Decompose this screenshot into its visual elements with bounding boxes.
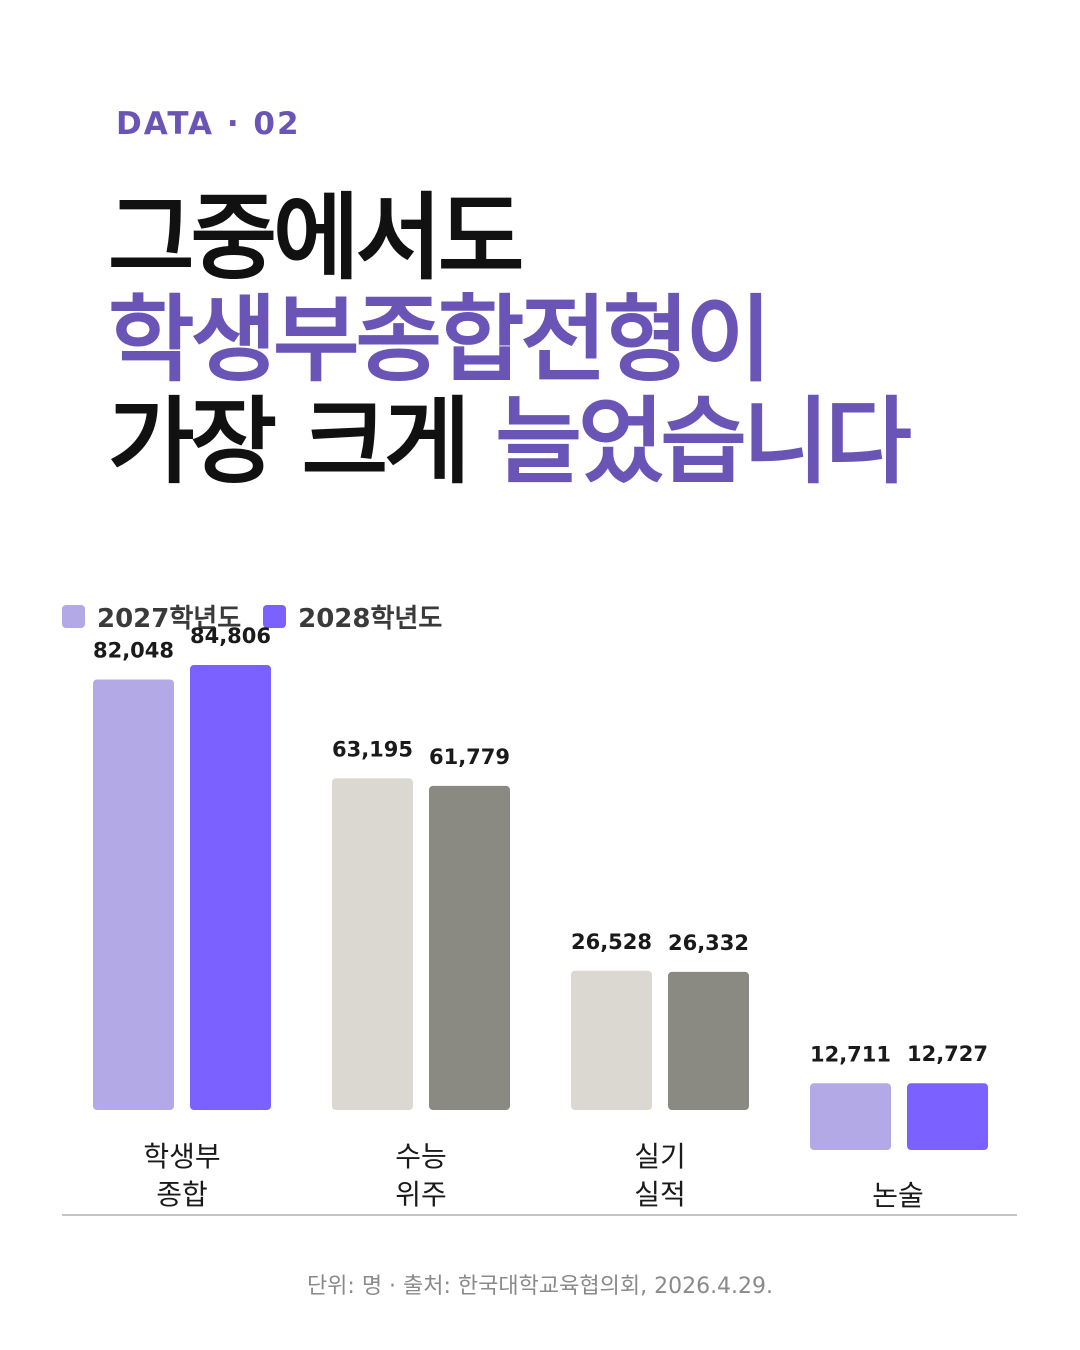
bar-1-series-1 bbox=[429, 785, 510, 1110]
bar-2-series-1 bbox=[668, 971, 749, 1110]
legend-item-2028: 2028학년도 bbox=[263, 598, 442, 635]
category-label-0-line-0: 학생부 bbox=[143, 1140, 220, 1173]
legend-item-2027: 2027학년도 bbox=[62, 598, 241, 635]
bar-2-series-0 bbox=[571, 970, 652, 1110]
value-label-1-series-1: 61,779 bbox=[429, 745, 510, 769]
bar-0-series-1 bbox=[190, 665, 271, 1110]
headline-line-2: 학생부종합전형이 bbox=[108, 286, 772, 395]
bar-3-series-1 bbox=[907, 1083, 988, 1150]
value-label-2-series-1: 26,332 bbox=[668, 931, 749, 955]
eyebrow-label: DATA · 02 bbox=[116, 106, 301, 142]
category-label-3-line-0: 논술 bbox=[872, 1179, 924, 1212]
value-label-2-series-0: 26,528 bbox=[571, 930, 652, 954]
bar-3-series-0 bbox=[810, 1083, 891, 1150]
legend-swatch-2027 bbox=[62, 605, 85, 628]
headline-line-3-accent: 늘었습니다 bbox=[495, 388, 911, 497]
value-label-3-series-1: 12,727 bbox=[907, 1042, 988, 1066]
value-label-1-series-0: 63,195 bbox=[332, 737, 413, 761]
category-label-1-line-1: 위주 bbox=[395, 1178, 447, 1211]
category-label-2-line-0: 실기 bbox=[634, 1140, 686, 1173]
chart-legend: 2027학년도 2028학년도 bbox=[62, 598, 442, 635]
value-label-3-series-0: 12,711 bbox=[810, 1042, 891, 1066]
source-footnote: 단위: 명 · 출처: 한국대학교육협의회, 2026.4.29. bbox=[306, 1274, 774, 1299]
category-label-1-line-0: 수능 bbox=[395, 1140, 447, 1173]
category-label-0-line-1: 종합 bbox=[156, 1178, 208, 1211]
headline: 그중에서도 학생부종합전형이 가장 크게 늘었습니다 bbox=[108, 184, 912, 494]
bar-0-series-0 bbox=[93, 679, 174, 1110]
value-label-0-series-0: 82,048 bbox=[93, 638, 174, 662]
headline-line-3: 가장 크게 늘었습니다 bbox=[108, 392, 912, 494]
legend-label-2027: 2027학년도 bbox=[97, 604, 242, 634]
value-label-0-series-1: 84,806 bbox=[190, 624, 271, 648]
legend-swatch-2028 bbox=[263, 605, 287, 628]
headline-line-1: 그중에서도 bbox=[108, 184, 524, 293]
category-label-2-line-1: 실적 bbox=[634, 1178, 686, 1211]
bar-1-series-0 bbox=[332, 778, 413, 1110]
headline-line-3-plain: 가장 크게 bbox=[108, 388, 471, 497]
legend-label-2028: 2028학년도 bbox=[298, 604, 443, 634]
